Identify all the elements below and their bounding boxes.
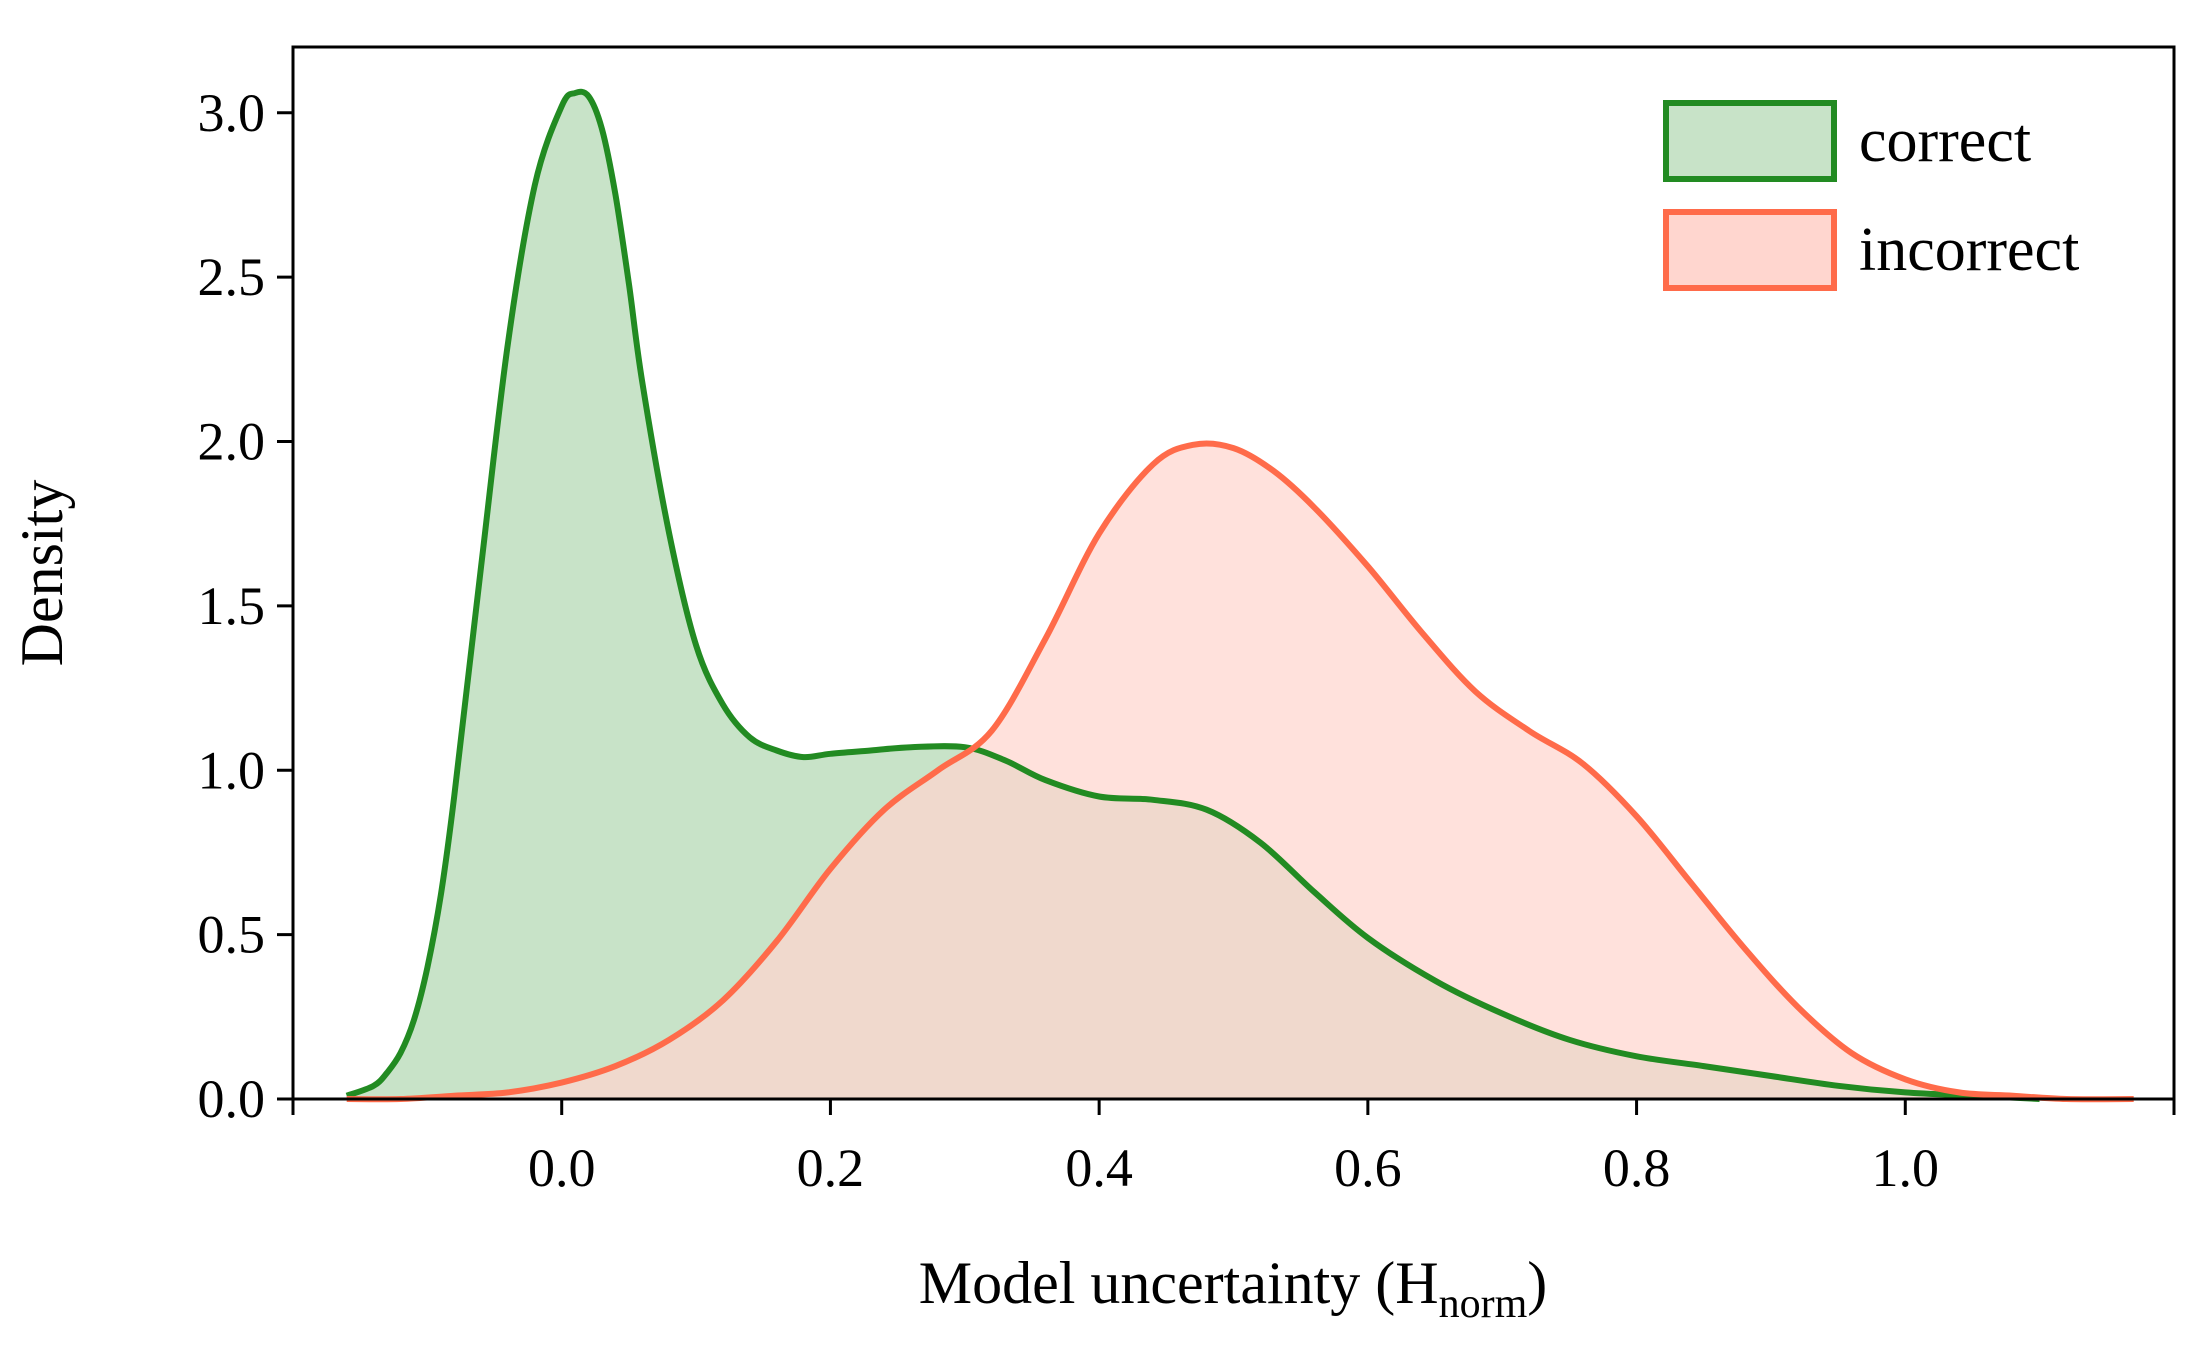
density-line-correct [345, 88, 2040, 1102]
y-tick-label: 1.0 [198, 740, 266, 800]
x-tick-label: 0.4 [1065, 1138, 1133, 1198]
y-tick-label: 2.5 [198, 247, 266, 307]
x-tick-label: 1.0 [1872, 1138, 1940, 1198]
y-tick-label: 1.5 [198, 576, 266, 636]
x-axis-title-main: Model uncertainty (H [919, 1250, 1439, 1316]
x-axis-title-suffix: ) [1527, 1250, 1547, 1316]
density-line-incorrect [346, 440, 2134, 1103]
y-tick-label: 0.0 [198, 1069, 266, 1129]
x-tick-label: 0.0 [528, 1138, 596, 1198]
x-tick-label: 0.6 [1334, 1138, 1402, 1198]
legend-label-incorrect: incorrect [1859, 216, 2079, 284]
plot-frame [291, 45, 2176, 1101]
ticks-layer: 0.0 0.2 0.4 0.6 0.8 1.0 0.0 0.5 1.0 1.5 2.0 2.5 3.0 [198, 83, 2176, 1198]
series-layer [345, 88, 2134, 1103]
legend: correct incorrect [1663, 100, 2079, 291]
x-tick-label: 0.2 [797, 1138, 865, 1198]
y-tick-label: 3.0 [198, 83, 266, 143]
legend-label-correct: correct [1859, 107, 2031, 175]
x-axis-title-subscript: norm [1439, 1281, 1528, 1327]
legend-swatch-correct [1663, 100, 1837, 182]
x-axis-title: Model uncertainty (Hnorm) [919, 1250, 1547, 1327]
y-tick-label: 0.5 [198, 905, 266, 965]
legend-swatch-incorrect [1663, 209, 1837, 291]
y-axis-title: Density [9, 480, 75, 667]
density-area-correct [346, 91, 2040, 1099]
y-tick-label: 2.0 [198, 412, 266, 472]
x-tick-label: 0.8 [1603, 1138, 1671, 1198]
density-area-incorrect [346, 443, 2134, 1100]
